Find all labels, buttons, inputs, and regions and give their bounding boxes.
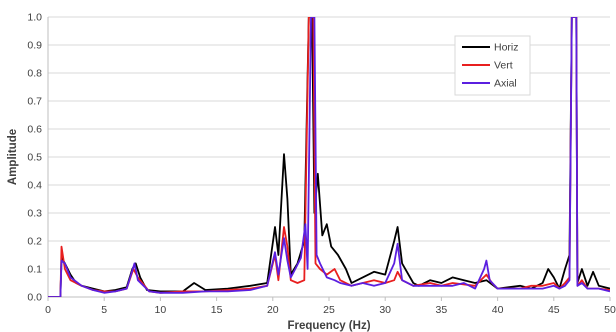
legend-label-axial: Axial [494,78,517,90]
x-tick-label: 0 [45,304,51,316]
x-tick-label: 20 [267,304,279,316]
y-tick-label: 0.5 [27,152,42,164]
x-tick-labels: 0 5 10 15 20 25 30 35 40 45 50 [45,304,616,316]
plot-area [48,17,610,297]
legend: Horiz Vert Axial [454,35,531,96]
legend-label-horiz: Horiz [494,42,519,54]
x-tick-label: 30 [379,304,391,316]
y-tick-label: 0.6 [27,124,42,136]
y-tick-label: 1.0 [27,12,42,24]
y-axis-title: Amplitude [7,129,19,185]
series-line-vert [48,17,610,297]
x-tick-label: 35 [436,304,448,316]
axes [47,17,611,301]
y-tick-label: 0.3 [27,208,42,220]
legend-label-vert: Vert [494,60,513,72]
y-tick-labels: 0.0 0.1 0.2 0.3 0.4 0.5 0.6 0.7 0.8 0.9 1.0 [27,12,42,304]
x-tick-label: 50 [604,304,616,316]
x-tick-label: 25 [323,304,335,316]
y-tick-label: 0.7 [27,96,42,108]
y-tick-label: 0.2 [27,236,42,248]
x-tick-label: 5 [101,304,107,316]
x-tick-label: 10 [155,304,167,316]
x-tick-label: 40 [492,304,504,316]
y-tick-label: 0.8 [27,68,42,80]
y-tick-label: 0.1 [27,264,42,276]
y-tick-label: 0.0 [27,292,42,304]
y-tick-label: 0.9 [27,40,42,52]
x-tick-label: 15 [211,304,223,316]
x-tick-label: 45 [548,304,560,316]
series-line-axial [48,17,610,297]
y-tick-label: 0.4 [27,180,42,192]
grid-lines [48,16,610,270]
x-axis-title: Frequency (Hz) [287,320,370,332]
